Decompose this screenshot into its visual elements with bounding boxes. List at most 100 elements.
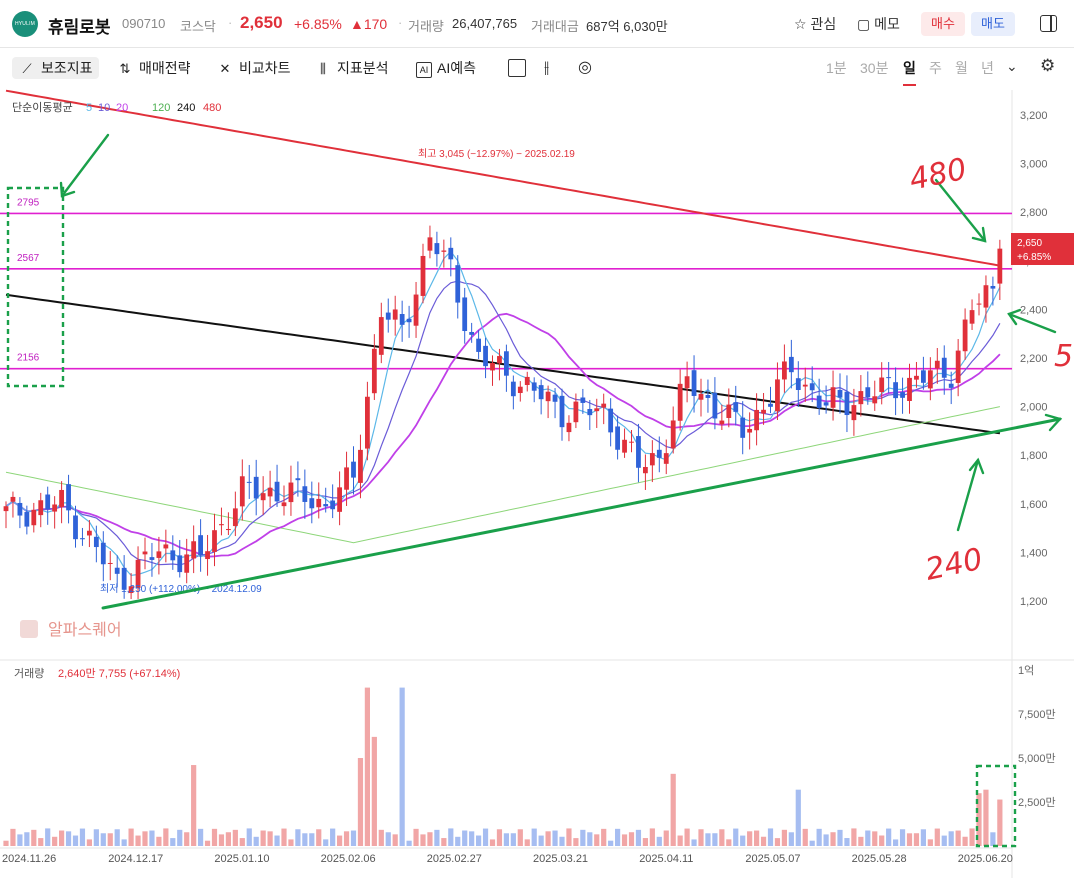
settings-gear-icon[interactable]: ⚙	[1040, 56, 1056, 75]
candle-body	[893, 382, 898, 399]
camera-icon[interactable]: ◎	[578, 59, 592, 76]
arrow-240	[956, 458, 980, 532]
watermark-icon	[20, 620, 38, 638]
candle-body	[59, 489, 64, 508]
volume-bar	[774, 838, 781, 846]
volume-bar	[712, 833, 718, 846]
strategy-button[interactable]: ⇅ 매매전략	[116, 57, 191, 79]
candle-body	[406, 318, 412, 323]
candle-body	[288, 482, 294, 503]
candle-body	[267, 487, 273, 497]
candle-body	[100, 542, 106, 565]
volume-bar	[726, 839, 732, 846]
arrowhead	[1007, 308, 1022, 326]
timeframe-day[interactable]: 일	[903, 58, 916, 86]
timeframe-week[interactable]: 주	[929, 60, 942, 76]
candle-body	[469, 331, 475, 335]
ma-10-line	[5, 280, 1001, 566]
candle-body	[253, 476, 259, 499]
volume-bar	[427, 832, 433, 846]
candle-body	[170, 550, 176, 561]
candle-body	[3, 506, 9, 512]
timeframe-30min[interactable]: 30분	[860, 60, 889, 76]
volume-bar	[31, 829, 37, 846]
volume-bar	[72, 835, 79, 846]
candle-body	[316, 498, 322, 508]
volume-bar	[45, 828, 51, 846]
volume-bar	[615, 828, 621, 846]
candle-body	[775, 379, 780, 412]
volume-bar	[788, 832, 794, 846]
volume-bar	[642, 838, 648, 846]
candle-body	[302, 486, 308, 502]
shape-tool-icon[interactable]	[508, 59, 526, 77]
y-axis-ticks: 3,2003,0002,8002,6002,4002,2002,0001,800…	[1020, 110, 1048, 608]
candle-body	[684, 376, 690, 389]
panel-toggle-icon[interactable]	[1040, 15, 1057, 32]
x-tick-label: 2024.11.26	[2, 853, 56, 865]
volume-bar	[163, 828, 169, 846]
volume-bar	[837, 829, 843, 846]
volume-bar	[608, 840, 614, 846]
candle-type-icon[interactable]: ⫲	[544, 59, 550, 76]
ai-predict-button[interactable]: AI AI예측	[416, 57, 476, 79]
volume-bar	[740, 835, 746, 846]
timeframe-1min[interactable]: 1분	[826, 60, 847, 76]
level-label: 2795	[17, 197, 40, 208]
change-amount: ▲170	[350, 16, 388, 32]
candle-body	[24, 512, 30, 527]
candle-body	[510, 381, 516, 397]
memo-button[interactable]: ▢ 메모	[857, 14, 900, 34]
indicator-button[interactable]: ⟋ 보조지표	[12, 57, 99, 79]
candle-body	[886, 377, 892, 379]
candle-body	[455, 265, 461, 303]
volume-bar	[580, 829, 586, 846]
candle-body	[726, 404, 732, 418]
candle-body	[476, 338, 481, 352]
memo-label: 메모	[874, 16, 900, 32]
analysis-button[interactable]: ⫼ 지표분석	[314, 57, 389, 79]
market-name: 코스닥	[180, 19, 216, 34]
volume-bar	[65, 831, 72, 846]
candle-body	[698, 393, 704, 400]
candle-body	[733, 402, 739, 412]
volume-bar	[858, 836, 864, 846]
volume-bar	[767, 828, 774, 846]
x-tick-label: 2025.06.20	[958, 853, 1013, 865]
volume-bar	[232, 829, 238, 846]
stock-name: 휴림로봇	[48, 18, 111, 37]
candle-body	[976, 303, 982, 305]
x-tick-label: 2025.04.11	[639, 853, 693, 865]
candle-body	[615, 426, 620, 450]
volume-legend-label: 거래량	[14, 667, 44, 680]
arrowhead	[968, 457, 985, 475]
candle-body	[483, 345, 488, 367]
compare-button[interactable]: ✕ 비교차트	[216, 57, 291, 79]
timeframe-year[interactable]: 년	[981, 60, 994, 76]
volume-bar	[899, 829, 906, 846]
volume-bar	[364, 687, 370, 846]
volume-bar	[865, 830, 871, 846]
volume-bar	[337, 835, 343, 846]
candle-body	[121, 567, 127, 590]
candle-body	[52, 504, 58, 512]
buy-button[interactable]: 매수	[921, 12, 965, 36]
volume-bar	[934, 828, 940, 846]
timeframe-month[interactable]: 월	[955, 60, 968, 76]
volume-bar	[719, 829, 725, 846]
x-tick-label: 2025.05.28	[852, 853, 907, 865]
volume-bar	[413, 828, 419, 846]
watermark-text: 알파스퀘어	[48, 621, 122, 639]
favorite-button[interactable]: ☆ 관심	[794, 14, 836, 34]
volume-bar	[879, 835, 885, 846]
candle-body	[517, 386, 523, 394]
candle-body	[392, 309, 398, 320]
volume-bar	[59, 830, 65, 846]
volume-bar	[295, 829, 301, 846]
candle-body	[656, 449, 662, 458]
sell-button[interactable]: 매도	[971, 12, 1015, 36]
chevron-down-icon[interactable]: ⌄	[1006, 58, 1018, 74]
volume-bar	[733, 828, 739, 846]
volume-value: 26,407,765	[452, 16, 518, 31]
ma-legend-item: 120	[152, 102, 170, 114]
